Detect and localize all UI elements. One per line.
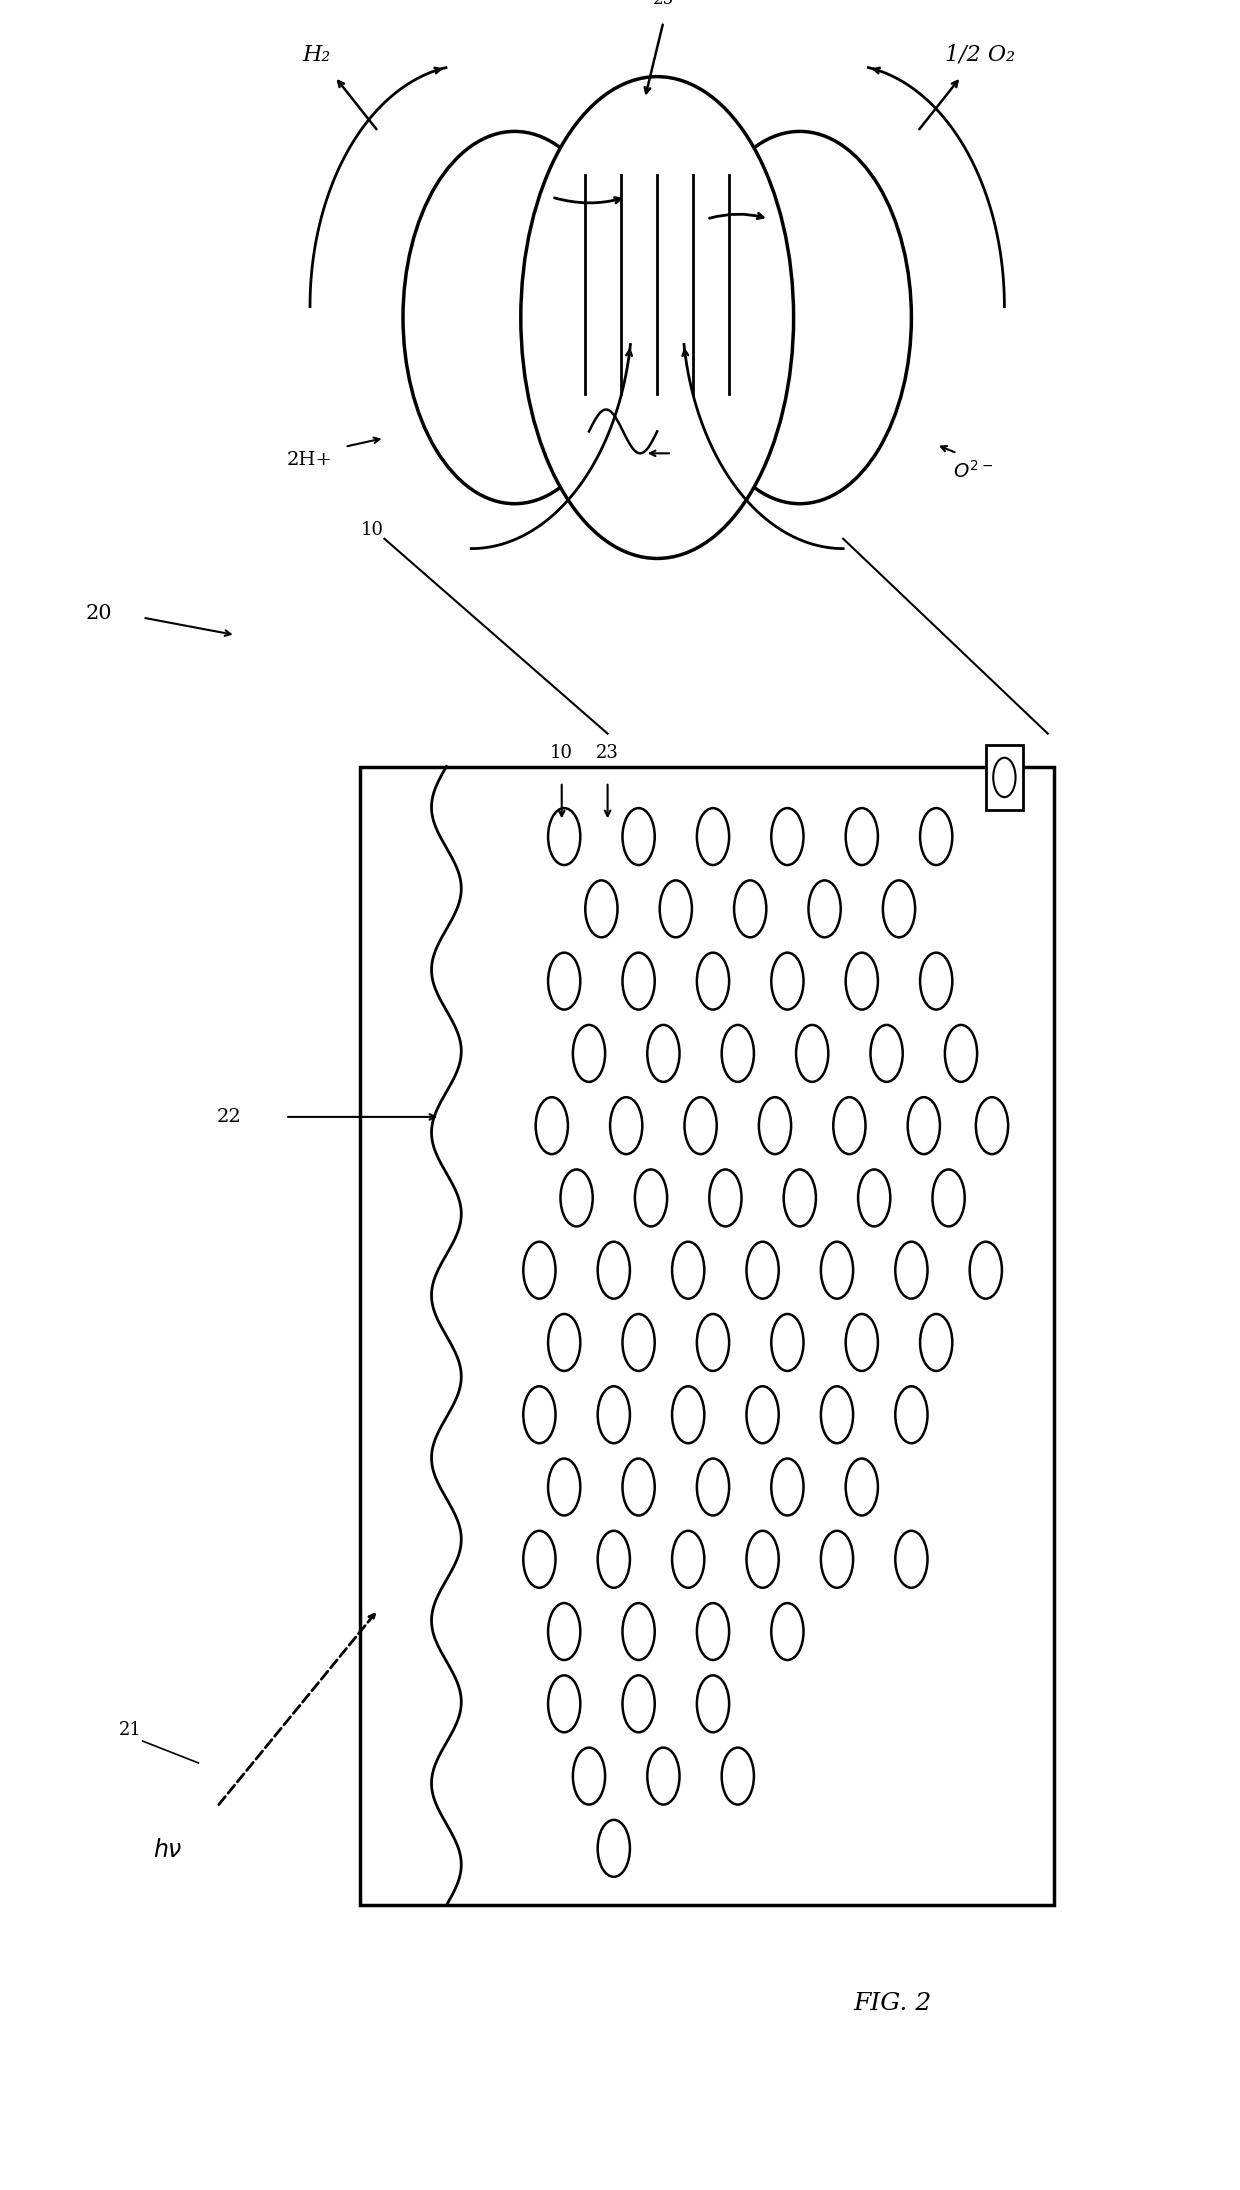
Circle shape bbox=[622, 953, 655, 1010]
Text: $O^{2-}$: $O^{2-}$ bbox=[954, 460, 993, 482]
Circle shape bbox=[920, 953, 952, 1010]
Text: $h^+$: $h^+$ bbox=[676, 445, 701, 462]
Text: 24: 24 bbox=[696, 488, 718, 506]
Circle shape bbox=[858, 1169, 890, 1226]
Circle shape bbox=[746, 1386, 779, 1443]
Circle shape bbox=[672, 1242, 704, 1299]
Circle shape bbox=[573, 1748, 605, 1805]
Circle shape bbox=[647, 1025, 680, 1082]
Circle shape bbox=[523, 1242, 556, 1299]
Circle shape bbox=[846, 953, 878, 1010]
Circle shape bbox=[846, 1314, 878, 1371]
Ellipse shape bbox=[403, 131, 626, 504]
Text: 10: 10 bbox=[361, 521, 383, 539]
Circle shape bbox=[771, 808, 804, 865]
Circle shape bbox=[635, 1169, 667, 1226]
Circle shape bbox=[932, 1169, 965, 1226]
Text: 20: 20 bbox=[86, 604, 113, 622]
Circle shape bbox=[821, 1386, 853, 1443]
Circle shape bbox=[598, 1242, 630, 1299]
Circle shape bbox=[523, 1531, 556, 1588]
Text: 10: 10 bbox=[551, 745, 573, 762]
Text: 23: 23 bbox=[596, 745, 619, 762]
Circle shape bbox=[647, 1748, 680, 1805]
Circle shape bbox=[697, 1459, 729, 1515]
Circle shape bbox=[771, 953, 804, 1010]
Circle shape bbox=[846, 808, 878, 865]
Circle shape bbox=[610, 1097, 642, 1154]
Text: $e^-$: $e^-$ bbox=[593, 445, 618, 462]
Circle shape bbox=[722, 1748, 754, 1805]
Circle shape bbox=[796, 1025, 828, 1082]
Circle shape bbox=[709, 1169, 742, 1226]
Circle shape bbox=[833, 1097, 866, 1154]
Text: 22: 22 bbox=[217, 1108, 242, 1126]
Circle shape bbox=[771, 1314, 804, 1371]
Circle shape bbox=[784, 1169, 816, 1226]
Circle shape bbox=[672, 1386, 704, 1443]
Text: 21: 21 bbox=[119, 1721, 141, 1739]
Circle shape bbox=[660, 880, 692, 937]
Circle shape bbox=[993, 758, 1016, 797]
Circle shape bbox=[697, 953, 729, 1010]
Circle shape bbox=[895, 1531, 928, 1588]
Circle shape bbox=[548, 953, 580, 1010]
Text: FIG. 2: FIG. 2 bbox=[853, 1993, 932, 2015]
Circle shape bbox=[548, 808, 580, 865]
Circle shape bbox=[622, 1675, 655, 1732]
Circle shape bbox=[722, 1025, 754, 1082]
Circle shape bbox=[622, 808, 655, 865]
Circle shape bbox=[697, 1603, 729, 1660]
Circle shape bbox=[821, 1531, 853, 1588]
Circle shape bbox=[697, 808, 729, 865]
Text: 1/2 O₂: 1/2 O₂ bbox=[945, 44, 1014, 66]
Circle shape bbox=[808, 880, 841, 937]
Circle shape bbox=[908, 1097, 940, 1154]
Circle shape bbox=[734, 880, 766, 937]
Circle shape bbox=[622, 1314, 655, 1371]
Ellipse shape bbox=[688, 131, 911, 504]
Text: 25: 25 bbox=[652, 0, 675, 9]
Circle shape bbox=[521, 77, 794, 558]
Circle shape bbox=[560, 1169, 593, 1226]
Circle shape bbox=[598, 1531, 630, 1588]
Circle shape bbox=[548, 1603, 580, 1660]
Circle shape bbox=[672, 1531, 704, 1588]
Circle shape bbox=[895, 1242, 928, 1299]
Circle shape bbox=[846, 1459, 878, 1515]
Bar bbox=[986, 745, 1023, 810]
Circle shape bbox=[598, 1386, 630, 1443]
Circle shape bbox=[746, 1531, 779, 1588]
Circle shape bbox=[523, 1386, 556, 1443]
Circle shape bbox=[684, 1097, 717, 1154]
Circle shape bbox=[883, 880, 915, 937]
Circle shape bbox=[548, 1675, 580, 1732]
Circle shape bbox=[548, 1314, 580, 1371]
Circle shape bbox=[945, 1025, 977, 1082]
Circle shape bbox=[548, 1459, 580, 1515]
Circle shape bbox=[895, 1386, 928, 1443]
Circle shape bbox=[598, 1820, 630, 1877]
Bar bbox=[360, 766, 1054, 1905]
Circle shape bbox=[970, 1242, 1002, 1299]
Circle shape bbox=[920, 1314, 952, 1371]
Text: $h\nu$: $h\nu$ bbox=[153, 1840, 182, 1862]
Circle shape bbox=[536, 1097, 568, 1154]
Circle shape bbox=[622, 1459, 655, 1515]
Circle shape bbox=[771, 1459, 804, 1515]
Circle shape bbox=[771, 1603, 804, 1660]
Circle shape bbox=[697, 1314, 729, 1371]
Circle shape bbox=[976, 1097, 1008, 1154]
Circle shape bbox=[920, 808, 952, 865]
Circle shape bbox=[759, 1097, 791, 1154]
Circle shape bbox=[697, 1675, 729, 1732]
Circle shape bbox=[870, 1025, 903, 1082]
Circle shape bbox=[585, 880, 618, 937]
Text: H₂: H₂ bbox=[303, 44, 330, 66]
Circle shape bbox=[821, 1242, 853, 1299]
Text: 2H+: 2H+ bbox=[288, 451, 332, 469]
Circle shape bbox=[573, 1025, 605, 1082]
Circle shape bbox=[746, 1242, 779, 1299]
Circle shape bbox=[622, 1603, 655, 1660]
